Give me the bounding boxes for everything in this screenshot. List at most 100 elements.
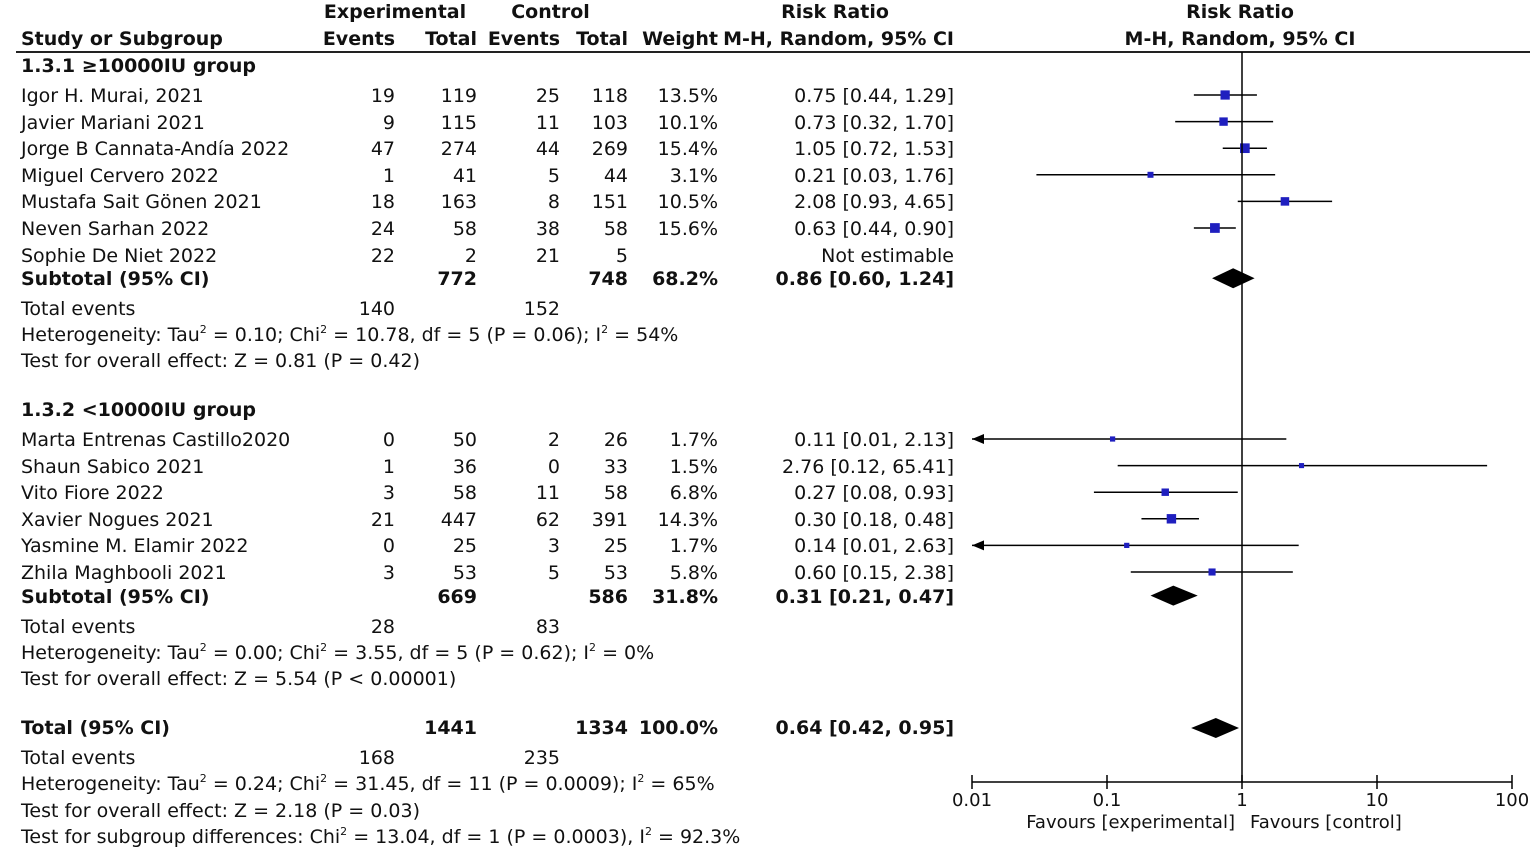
study-row-0-0-exp-total: 119 — [440, 85, 477, 107]
study-row-0-3-exp-total: 41 — [452, 164, 477, 187]
total-events-ctl: 235 — [523, 747, 560, 769]
total-events-exp: 140 — [358, 298, 395, 321]
study-name: Igor H. Murai, 2021 — [21, 85, 204, 107]
total-heterogeneity-text: Heterogeneity: Tau2 = 0.24; Chi2 = 31.45… — [21, 772, 715, 795]
study-row-0-5-weight: 15.6% — [657, 218, 718, 240]
study-row-0-5-point-marker — [1210, 223, 1220, 233]
total-events-label: Total events — [21, 298, 136, 321]
study-row-0-3-point-marker — [1147, 171, 1154, 178]
study-row-1-5-weight: 5.8% — [669, 562, 718, 584]
total-weight: 100.0% — [638, 717, 718, 739]
study-row-0-4-weight: 10.5% — [657, 191, 718, 214]
study-row-0-0-ctl-events: 25 — [535, 85, 560, 107]
total-risk-ratio-ci: 0.64 [0.42, 0.95] — [775, 717, 954, 739]
study-row-1-3-point-marker — [1166, 514, 1177, 524]
favours-control-label: Favours [control] — [1250, 812, 1402, 833]
study-row-0-6-exp-events: 22 — [370, 244, 395, 267]
total-events-exp: 28 — [370, 615, 395, 638]
subtotal-diamond-0 — [1212, 268, 1255, 289]
study-row-1-1-exp-events: 1 — [382, 455, 395, 478]
study-row-1-1-point-marker — [1298, 463, 1305, 469]
study-row-0-2-ctl-events: 44 — [535, 138, 560, 161]
study-row-1-4-risk-ratio-ci: 0.14 [0.01, 2.63] — [794, 535, 954, 558]
subtotal-ctl-total: 748 — [588, 268, 628, 291]
study-row-0-6-exp-total: 2 — [464, 244, 477, 267]
overall-effect-text: Test for overall effect: Z = 5.54 (P < 0… — [21, 667, 457, 690]
study-row-0-3-weight: 3.1% — [669, 164, 718, 187]
study-name: Shaun Sabico 2021 — [21, 455, 205, 478]
subtotal-risk-ratio-ci: 0.86 [0.60, 1.24] — [775, 268, 954, 291]
study-row-1-4-exp-total: 25 — [452, 535, 477, 558]
study-name: Neven Sarhan 2022 — [21, 218, 210, 240]
subtotal-label: Subtotal (95% CI) — [21, 585, 210, 608]
total-ctl-total: 1334 — [575, 717, 628, 739]
risk-ratio-column-header: Risk Ratio — [781, 1, 889, 23]
subtotal-exp-total: 669 — [437, 585, 477, 608]
study-row-1-1-weight: 1.5% — [669, 455, 718, 478]
study-row-1-0-ctl-events: 2 — [547, 429, 560, 451]
study-row-0-3-ctl-events: 5 — [547, 164, 560, 187]
study-row-0-2-weight: 15.4% — [657, 138, 718, 161]
study-row-0-1-ctl-events: 11 — [535, 111, 560, 134]
favours-experimental-label: Favours [experimental] — [1026, 812, 1235, 833]
study-row-1-3-exp-total: 447 — [440, 508, 477, 531]
study-row-0-6-ctl-total: 5 — [615, 244, 628, 267]
study-row-0-6-risk-ratio-ci: Not estimable — [821, 244, 954, 267]
total-events-ctl: 83 — [535, 615, 560, 638]
study-row-0-1-exp-total: 115 — [440, 111, 477, 134]
exp-events-header: Events — [322, 28, 395, 50]
study-row-1-5-risk-ratio-ci: 0.60 [0.15, 2.38] — [794, 562, 954, 584]
study-row-0-3-risk-ratio-ci: 0.21 [0.03, 1.76] — [794, 164, 954, 187]
study-row-0-2-ctl-total: 269 — [591, 138, 628, 161]
study-row-1-0-exp-events: 0 — [382, 429, 395, 451]
study-row-0-4-ctl-total: 151 — [591, 191, 628, 214]
weight-header: Weight — [642, 28, 718, 50]
study-row-1-1-ctl-events: 0 — [547, 455, 560, 478]
total-exp-total: 1441 — [424, 717, 477, 739]
study-row-0-5-risk-ratio-ci: 0.63 [0.44, 0.90] — [794, 218, 954, 240]
study-row-1-4-weight: 1.7% — [669, 535, 718, 558]
plot-method-header: M-H, Random, 95% CI — [1124, 28, 1356, 50]
study-row-0-2-point-marker — [1240, 143, 1250, 154]
study-row-1-1-risk-ratio-ci: 2.76 [0.12, 65.41] — [782, 455, 954, 478]
study-row-0-4-risk-ratio-ci: 2.08 [0.93, 4.65] — [794, 191, 954, 214]
study-row-1-0-point-marker — [1109, 436, 1116, 442]
exp-total-header: Total — [425, 28, 477, 50]
study-row-1-3-ctl-total: 391 — [591, 508, 628, 531]
subgroup-differences-text: Test for subgroup differences: Chi2 = 13… — [21, 825, 741, 848]
study-row-1-5-point-marker — [1208, 568, 1216, 576]
study-row-1-4-point-marker — [1124, 542, 1130, 549]
rr-method-header: M-H, Random, 95% CI — [723, 28, 954, 50]
study-row-1-4-exp-events: 0 — [382, 535, 395, 558]
study-row-1-2-ctl-total: 58 — [603, 482, 628, 505]
study-row-1-0-risk-ratio-ci: 0.11 [0.01, 2.13] — [794, 429, 954, 451]
study-row-1-2-exp-total: 58 — [452, 482, 477, 505]
study-row-1-5-exp-events: 3 — [382, 562, 395, 584]
x-axis-tick-label: 0.1 — [1093, 790, 1122, 811]
study-row-0-1-point-marker — [1219, 117, 1228, 126]
x-axis-tick-label: 10 — [1366, 790, 1389, 811]
study-name: Marta Entrenas Castillo2020 — [21, 429, 291, 451]
subtotal-weight: 68.2% — [652, 268, 718, 291]
x-axis-tick-label: 100 — [1495, 790, 1529, 811]
ctl-total-header: Total — [576, 28, 628, 50]
subtotal-label: Subtotal (95% CI) — [21, 268, 210, 291]
study-name: Zhila Maghbooli 2021 — [21, 562, 227, 584]
study-row-1-5-ctl-events: 5 — [547, 562, 560, 584]
total-overall-effect-text: Test for overall effect: Z = 2.18 (P = 0… — [21, 800, 420, 822]
study-name: Miguel Cervero 2022 — [21, 164, 219, 187]
study-row-1-0-ctl-total: 26 — [603, 429, 628, 451]
study-name: Mustafa Sait Gönen 2021 — [21, 191, 262, 214]
study-row-0-4-ctl-events: 8 — [547, 191, 560, 214]
study-row-0-4-point-marker — [1280, 197, 1290, 206]
study-row-1-1-exp-total: 36 — [452, 455, 477, 478]
study-row-0-2-exp-events: 47 — [370, 138, 395, 161]
study-row-0-0-ctl-total: 118 — [591, 85, 628, 107]
overall-effect-text: Test for overall effect: Z = 0.81 (P = 0… — [21, 350, 420, 373]
study-name: Vito Fiore 2022 — [21, 482, 164, 505]
study-row-1-0-ci-arrow — [972, 434, 984, 444]
study-row-1-2-weight: 6.8% — [669, 482, 718, 505]
x-axis-tick-label: 0.01 — [952, 790, 992, 811]
total-events-label: Total events — [21, 747, 136, 769]
